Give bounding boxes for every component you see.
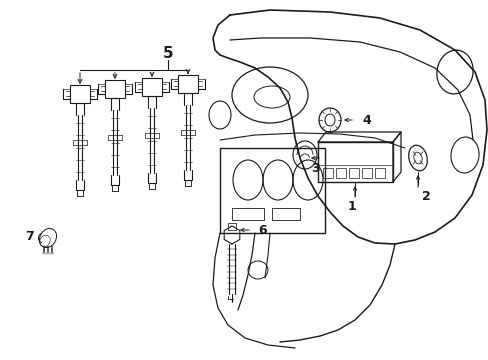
Bar bbox=[348, 168, 358, 178]
Bar bbox=[227, 223, 236, 230]
Bar bbox=[335, 168, 346, 178]
Bar bbox=[361, 168, 371, 178]
Bar bbox=[374, 168, 384, 178]
Text: 1: 1 bbox=[347, 201, 356, 213]
Bar bbox=[231, 208, 264, 220]
Bar bbox=[105, 80, 125, 98]
Text: 3: 3 bbox=[310, 162, 319, 175]
Text: 5: 5 bbox=[163, 46, 173, 62]
Bar bbox=[70, 85, 90, 103]
Text: 6: 6 bbox=[258, 224, 266, 237]
Bar bbox=[142, 78, 162, 96]
Bar bbox=[323, 168, 332, 178]
Text: 7: 7 bbox=[25, 230, 34, 243]
Bar bbox=[220, 148, 325, 233]
Bar bbox=[178, 75, 198, 93]
Bar bbox=[317, 142, 392, 182]
Text: 4: 4 bbox=[361, 113, 370, 126]
Bar bbox=[271, 208, 299, 220]
Text: 2: 2 bbox=[421, 189, 430, 202]
